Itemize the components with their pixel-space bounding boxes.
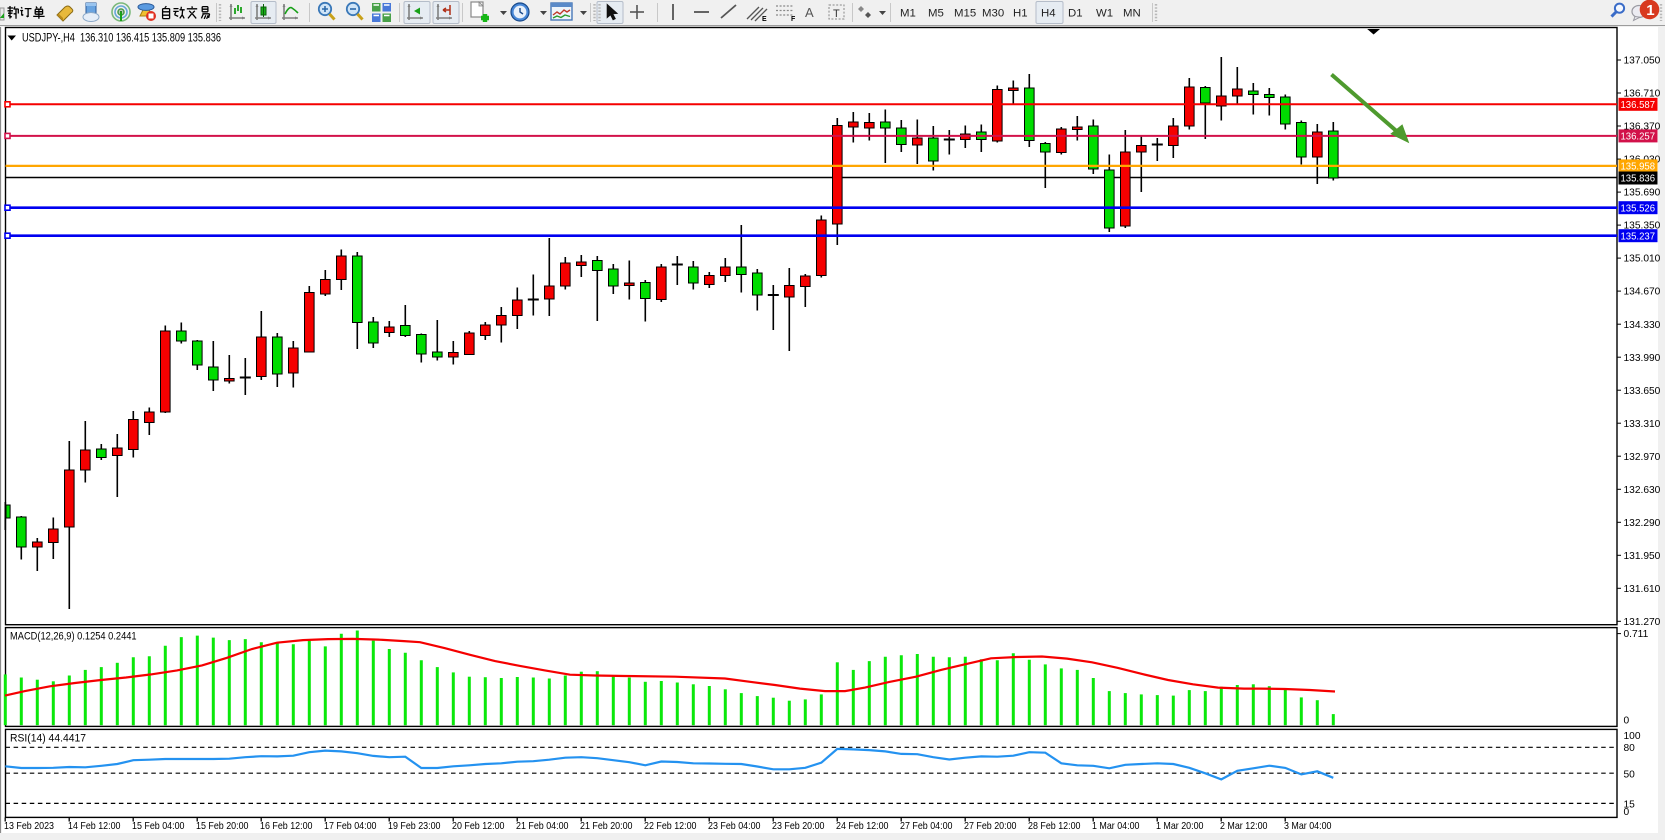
svg-text:136.587: 136.587 bbox=[1621, 100, 1656, 111]
svg-text:136.257: 136.257 bbox=[1621, 132, 1656, 143]
svg-text:20 Feb 12:00: 20 Feb 12:00 bbox=[452, 821, 505, 832]
svg-text:W1: W1 bbox=[1096, 8, 1113, 20]
svg-text:131.950: 131.950 bbox=[1624, 551, 1661, 562]
svg-text:14 Feb 12:00: 14 Feb 12:00 bbox=[68, 821, 121, 832]
svg-text:21 Feb 04:00: 21 Feb 04:00 bbox=[516, 821, 569, 832]
svg-text:135.350: 135.350 bbox=[1624, 221, 1661, 232]
svg-text:0: 0 bbox=[1624, 807, 1630, 818]
svg-text:134.330: 134.330 bbox=[1624, 320, 1661, 331]
svg-text:D1: D1 bbox=[1068, 8, 1083, 20]
svg-text:135.526: 135.526 bbox=[1621, 203, 1656, 214]
svg-text:131.270: 131.270 bbox=[1624, 617, 1661, 628]
svg-text:H4: H4 bbox=[1041, 8, 1056, 20]
svg-text:15 Feb 04:00: 15 Feb 04:00 bbox=[132, 821, 185, 832]
svg-text:136.370: 136.370 bbox=[1624, 122, 1661, 133]
svg-text:132.970: 132.970 bbox=[1624, 452, 1661, 463]
svg-text:F: F bbox=[791, 16, 796, 23]
svg-text:27 Feb 20:00: 27 Feb 20:00 bbox=[964, 821, 1017, 832]
svg-text:135.237: 135.237 bbox=[1621, 231, 1656, 242]
svg-text:133.650: 133.650 bbox=[1624, 386, 1661, 397]
svg-text:133.990: 133.990 bbox=[1624, 353, 1661, 364]
svg-text:135.690: 135.690 bbox=[1624, 188, 1661, 199]
svg-text:E: E bbox=[762, 16, 767, 23]
svg-text:19 Feb 23:00: 19 Feb 23:00 bbox=[388, 821, 441, 832]
svg-text:22 Feb 12:00: 22 Feb 12:00 bbox=[644, 821, 697, 832]
svg-text:136.710: 136.710 bbox=[1624, 89, 1661, 100]
svg-text:23 Feb 04:00: 23 Feb 04:00 bbox=[708, 821, 761, 832]
svg-text:13 Feb 2023: 13 Feb 2023 bbox=[4, 821, 54, 832]
svg-text:132.290: 132.290 bbox=[1624, 518, 1661, 529]
svg-text:MN: MN bbox=[1123, 8, 1141, 20]
svg-text:RSI(14) 44.4417: RSI(14) 44.4417 bbox=[10, 733, 86, 745]
svg-text:134.670: 134.670 bbox=[1624, 287, 1661, 298]
svg-text:135.958: 135.958 bbox=[1621, 162, 1656, 173]
svg-text:M1: M1 bbox=[900, 8, 916, 20]
svg-text:50: 50 bbox=[1624, 770, 1636, 781]
svg-text:A: A bbox=[805, 5, 814, 20]
svg-text:H1: H1 bbox=[1013, 8, 1028, 20]
svg-text:133.310: 133.310 bbox=[1624, 419, 1661, 430]
svg-text:135.010: 135.010 bbox=[1624, 254, 1661, 265]
svg-text:MACD(12,26,9) 0.1254 0.2441: MACD(12,26,9) 0.1254 0.2441 bbox=[10, 631, 137, 643]
svg-text:2 Mar 12:00: 2 Mar 12:00 bbox=[1220, 821, 1268, 832]
svg-text:USDJPY-,H4 136.310 136.415 13: USDJPY-,H4 136.310 136.415 135.809 135.8… bbox=[22, 31, 221, 45]
svg-text:M15: M15 bbox=[954, 8, 976, 20]
svg-text:17 Feb 04:00: 17 Feb 04:00 bbox=[324, 821, 377, 832]
svg-text:1: 1 bbox=[1646, 2, 1654, 19]
svg-text:135.836: 135.836 bbox=[1621, 174, 1656, 185]
svg-text:80: 80 bbox=[1624, 743, 1636, 754]
svg-text:M30: M30 bbox=[982, 8, 1004, 20]
svg-text:27 Feb 04:00: 27 Feb 04:00 bbox=[900, 821, 953, 832]
svg-text:24 Feb 12:00: 24 Feb 12:00 bbox=[836, 821, 889, 832]
svg-text:3 Mar 04:00: 3 Mar 04:00 bbox=[1284, 821, 1332, 832]
svg-text:100: 100 bbox=[1624, 731, 1641, 742]
svg-text:0.711: 0.711 bbox=[1624, 629, 1649, 640]
svg-text:131.610: 131.610 bbox=[1624, 584, 1661, 595]
svg-text:T: T bbox=[833, 8, 840, 20]
svg-text:21 Feb 20:00: 21 Feb 20:00 bbox=[580, 821, 633, 832]
svg-text:0: 0 bbox=[1624, 715, 1630, 726]
svg-text:132.630: 132.630 bbox=[1624, 485, 1661, 496]
svg-text:1 Mar 20:00: 1 Mar 20:00 bbox=[1156, 821, 1204, 832]
svg-text:15: 15 bbox=[1624, 800, 1636, 811]
svg-text:23 Feb 20:00: 23 Feb 20:00 bbox=[772, 821, 825, 832]
svg-text:16 Feb 12:00: 16 Feb 12:00 bbox=[260, 821, 313, 832]
svg-text:1 Mar 04:00: 1 Mar 04:00 bbox=[1092, 821, 1140, 832]
svg-text:28 Feb 12:00: 28 Feb 12:00 bbox=[1028, 821, 1081, 832]
svg-text:M5: M5 bbox=[928, 8, 944, 20]
svg-text:15 Feb 20:00: 15 Feb 20:00 bbox=[196, 821, 249, 832]
svg-text:137.050: 137.050 bbox=[1624, 56, 1661, 67]
